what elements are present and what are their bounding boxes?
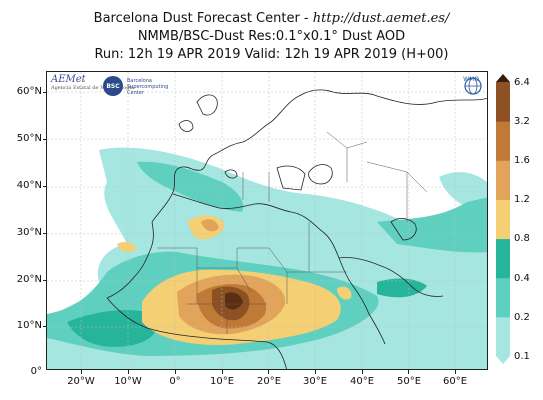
lon-label-50e: 50°E — [396, 376, 422, 387]
colorbar-band — [496, 121, 510, 161]
lon-label-40e: 40°E — [349, 376, 375, 387]
map-svg — [47, 72, 487, 369]
bsc-caption: Barcelona Supercomputing Center — [127, 78, 169, 96]
title-line-1: Barcelona Dust Forecast Center - http://… — [0, 11, 543, 26]
bsc-logo-text: BSC — [106, 82, 120, 90]
lon-label-20e: 20°E — [256, 376, 282, 387]
bsc-logo: BSC — [103, 76, 123, 96]
lat-tick — [43, 326, 47, 327]
lat-tick — [43, 139, 47, 140]
colorbar-bottom-arrow — [496, 356, 510, 364]
colorbar-label-3.2: 3.2 — [514, 116, 530, 127]
lat-tick — [43, 92, 47, 93]
wmo-logo: WMO — [463, 76, 482, 95]
wmo-globe-icon — [464, 77, 482, 95]
aemet-logo-text: AEMet — [51, 74, 86, 85]
title-text: Barcelona Dust Forecast Center - — [93, 11, 313, 26]
lon-label-10w: 10°W — [114, 376, 142, 387]
lon-tick — [268, 370, 269, 374]
lon-label-0: 0° — [169, 376, 181, 387]
coastlines — [106, 89, 487, 369]
colorbar-band — [496, 199, 510, 240]
colorbar-band — [496, 238, 510, 279]
lon-label-10e: 10°E — [209, 376, 235, 387]
dust-map: AEMet Agencia Estatal de Meteorología BS… — [46, 71, 488, 370]
lat-tick — [43, 186, 47, 187]
lon-tick — [175, 370, 176, 374]
lat-label-10n: 10°N — [16, 320, 42, 331]
colorbar-label-6.4: 6.4 — [514, 77, 530, 88]
lon-tick — [81, 370, 82, 374]
lon-tick — [222, 370, 223, 374]
colorbar-label-0.8: 0.8 — [514, 233, 530, 244]
lon-label-30e: 30°E — [302, 376, 328, 387]
lat-label-60n: 60°N — [16, 86, 42, 97]
lat-label-50n: 50°N — [16, 133, 42, 144]
colorbar-label-1.2: 1.2 — [514, 194, 530, 205]
colorbar-label-0.2: 0.2 — [514, 312, 530, 323]
lon-label-20w: 20°W — [67, 376, 95, 387]
title-line-3: Run: 12h 19 APR 2019 Valid: 12h 19 APR 2… — [94, 47, 449, 62]
country-borders — [157, 131, 428, 334]
aemet-logo: AEMet Agencia Estatal de Meteorología — [51, 74, 134, 91]
colorbar — [496, 74, 510, 364]
lon-tick — [455, 370, 456, 374]
colorbar-label-0.1: 0.1 — [514, 351, 530, 362]
aemet-logo-subtitle: Agencia Estatal de Meteorología — [51, 85, 134, 91]
lon-tick — [128, 370, 129, 374]
aod-level-0.4 — [67, 278, 427, 347]
colorbar-label-0.4: 0.4 — [514, 273, 530, 284]
colorbar-band — [496, 316, 510, 357]
colorbar-band — [496, 277, 510, 318]
lon-tick — [315, 370, 316, 374]
colorbar-label-1.6: 1.6 — [514, 155, 530, 166]
aod-level-6.4 — [225, 292, 243, 310]
lat-tick — [43, 233, 47, 234]
lat-label-20n: 20°N — [16, 274, 42, 285]
title-line-2: NMMB/BSC-Dust Res:0.1°x0.1° Dust AOD — [137, 29, 406, 44]
lat-label-0: 0° — [30, 366, 42, 377]
lon-tick — [362, 370, 363, 374]
colorbar-band — [496, 82, 510, 122]
colorbar-top-arrow — [496, 74, 510, 82]
lon-tick — [408, 370, 409, 374]
lat-label-40n: 40°N — [16, 180, 42, 191]
colorbar-band — [496, 160, 510, 200]
lat-tick — [43, 280, 47, 281]
lat-label-30n: 30°N — [16, 227, 42, 238]
lon-label-60e: 60°E — [442, 376, 468, 387]
url-link[interactable]: http://dust.aemet.es/ — [312, 11, 450, 26]
